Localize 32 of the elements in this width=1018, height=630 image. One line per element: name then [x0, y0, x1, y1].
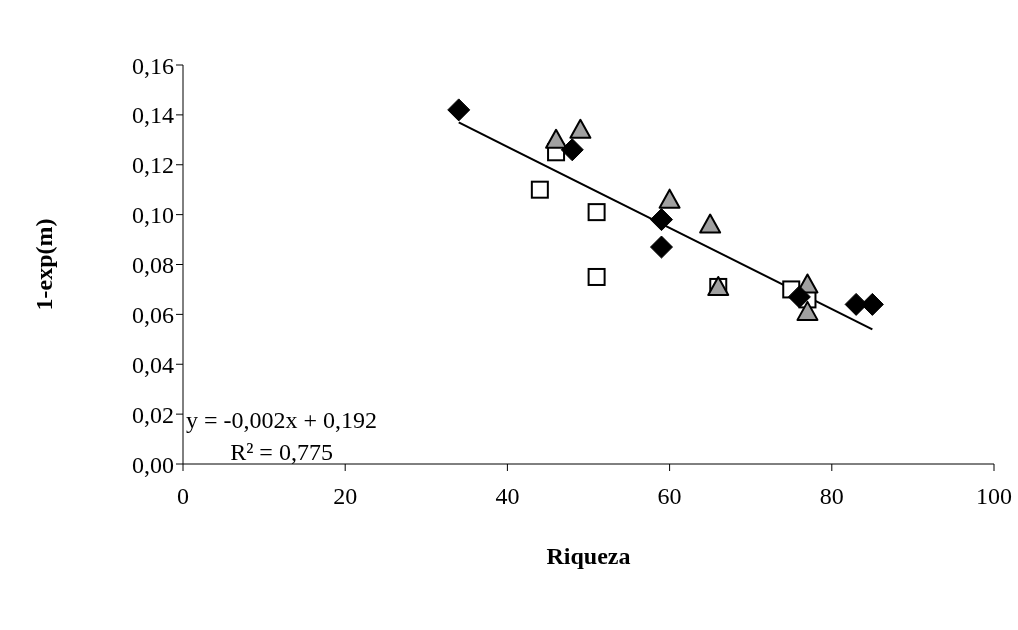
x-tick-label: 60 [657, 483, 682, 510]
y-tick-label: 0,08 [132, 252, 174, 279]
point [787, 285, 811, 309]
x-tick-label: 0 [177, 483, 189, 510]
y-tick-label: 0,14 [132, 102, 174, 129]
y-tick-label: 0,00 [132, 451, 174, 478]
point [796, 300, 819, 321]
x-tick-label: 20 [333, 483, 358, 510]
point [649, 235, 673, 259]
y-tick-label: 0,10 [132, 202, 174, 229]
y-tick-label: 0,06 [132, 301, 174, 328]
point [447, 98, 471, 122]
y-tick-label: 0,02 [132, 401, 174, 428]
point [545, 128, 568, 149]
point [658, 188, 681, 209]
x-axis-title: Riqueza [546, 543, 631, 569]
point [560, 138, 584, 162]
x-tick-label: 40 [495, 483, 520, 510]
y-axis-title: 1-exp(m) [30, 218, 57, 311]
y-tick-label: 0,04 [132, 351, 174, 378]
point [649, 208, 673, 232]
x-tick-label: 100 [976, 483, 1012, 510]
point [530, 180, 549, 199]
point [587, 203, 606, 222]
y-tick-label: 0,16 [132, 52, 174, 79]
point [569, 118, 592, 139]
point [699, 213, 722, 234]
point [587, 267, 606, 286]
x-tick-label: 80 [819, 483, 844, 510]
y-tick-label: 0,12 [132, 152, 174, 179]
annotation: y = -0,002x + 0,192 [186, 406, 378, 435]
annotation: R² = 0,775 [229, 438, 334, 467]
